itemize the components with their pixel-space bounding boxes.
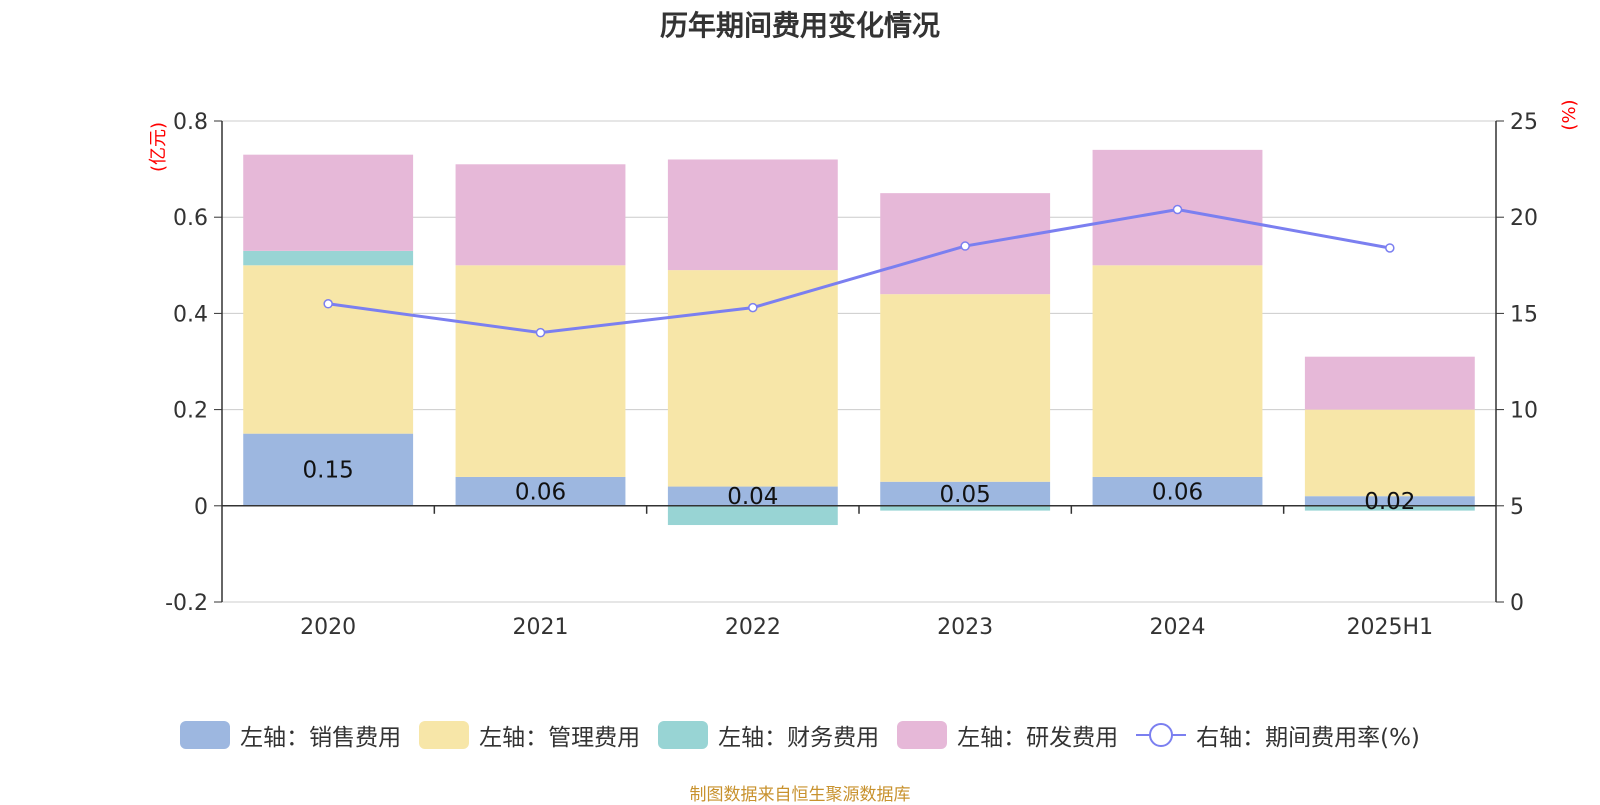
point-expense-rate-2022 (748, 302, 758, 313)
bar-admin-2021 (455, 265, 626, 477)
legend-item-expense-rate[interactable]: 右轴：期间费用率(%) (1136, 718, 1420, 752)
x-axis-category-label: 2025H1 (1347, 615, 1434, 640)
legend-item-finance[interactable]: 左轴：财务费用 (658, 718, 879, 752)
right-axis-unit-label: (%) (1559, 99, 1580, 130)
bar-admin-2020 (243, 265, 414, 434)
legend-label-sales: 左轴：销售费用 (240, 725, 402, 751)
bar-sales-2025H1 (1304, 496, 1475, 506)
bar-sales-2023 (880, 481, 1051, 506)
legend-item-admin[interactable]: 左轴：管理费用 (419, 718, 640, 752)
x-axis-category-label: 2024 (1150, 615, 1206, 640)
source-note: 制图数据来自恒生聚源数据库 (689, 785, 911, 805)
bar-finance-2022 (667, 505, 838, 526)
bar-rnd-2022 (667, 159, 838, 271)
point-expense-rate-2021 (535, 327, 546, 338)
data-label-sales: 0.15 (303, 458, 354, 484)
x-axis-category-label: 2021 (513, 615, 569, 640)
left-axis-tick-label: 0.6 (173, 206, 208, 231)
legend-label-rnd: 左轴：研发费用 (957, 725, 1119, 751)
point-expense-rate-2020 (323, 299, 333, 309)
left-axis-tick-label: 0.4 (173, 302, 208, 327)
bar-rnd-2025H1 (1304, 356, 1475, 410)
bar-sales-2022 (667, 486, 838, 506)
right-axis-tick-label: 5 (1510, 495, 1524, 520)
data-label-sales: 0.06 (515, 479, 566, 505)
right-axis-tick-label: 0 (1510, 591, 1524, 616)
legend-label-admin: 左轴：管理费用 (479, 725, 641, 751)
legend-swatch-finance (658, 721, 709, 749)
legend-swatch-sales (180, 721, 231, 749)
right-axis-tick-label: 25 (1510, 110, 1538, 135)
legend-label-finance: 左轴：财务费用 (718, 725, 880, 751)
legend-item-rnd[interactable]: 左轴：研发费用 (897, 718, 1118, 752)
point-expense-rate-2023 (960, 241, 970, 251)
x-axis-category-label: 2023 (937, 615, 993, 640)
left-axis-unit-label: (亿元) (148, 122, 169, 172)
bar-rnd-2021 (455, 164, 626, 266)
chart-title: 历年期间费用变化情况 (659, 9, 940, 42)
legend-label-expense-rate: 右轴：期间费用率(%) (1196, 725, 1420, 751)
left-axis-tick-label: 0 (194, 495, 208, 520)
bar-sales-2021 (455, 476, 626, 506)
data-label-sales: 0.02 (1364, 489, 1415, 515)
bar-admin-2022 (667, 270, 838, 487)
bar-finance-2023 (880, 505, 1051, 511)
data-label-sales: 0.04 (727, 484, 778, 510)
bar-admin-2023 (880, 294, 1051, 482)
bar-sales-2020 (243, 433, 414, 506)
right-axis-tick-label: 10 (1510, 399, 1538, 424)
right-axis-tick-label: 15 (1510, 302, 1538, 327)
point-expense-rate-2024 (1172, 204, 1183, 215)
left-axis-tick-label: 0.2 (173, 399, 208, 424)
bar-admin-2025H1 (1304, 409, 1475, 497)
bar-admin-2024 (1092, 265, 1263, 477)
bar-finance-2020 (243, 250, 414, 266)
bar-sales-2024 (1092, 476, 1263, 506)
legend: 左轴：销售费用 左轴：管理费用 左轴：财务费用 左轴：研发费用 右轴：期间费用率… (0, 718, 1600, 752)
legend-swatch-admin (419, 721, 470, 749)
bar-finance-2025H1 (1304, 505, 1475, 511)
x-axis-category-label: 2022 (725, 615, 781, 640)
legend-item-sales[interactable]: 左轴：销售费用 (180, 718, 401, 752)
x-axis-category-label: 2020 (300, 615, 356, 640)
left-axis-tick-label: 0.8 (173, 110, 208, 135)
bar-rnd-2020 (243, 154, 414, 251)
legend-line-marker-icon (1136, 721, 1187, 749)
left-axis-tick-label: -0.2 (165, 591, 208, 616)
legend-swatch-rnd (897, 721, 948, 749)
line-expense-rate (327, 207, 1391, 335)
data-label-sales: 0.06 (1152, 479, 1203, 505)
right-axis-tick-label: 20 (1510, 206, 1538, 231)
data-label-sales: 0.05 (940, 482, 991, 508)
point-expense-rate-2025H1 (1385, 243, 1395, 253)
